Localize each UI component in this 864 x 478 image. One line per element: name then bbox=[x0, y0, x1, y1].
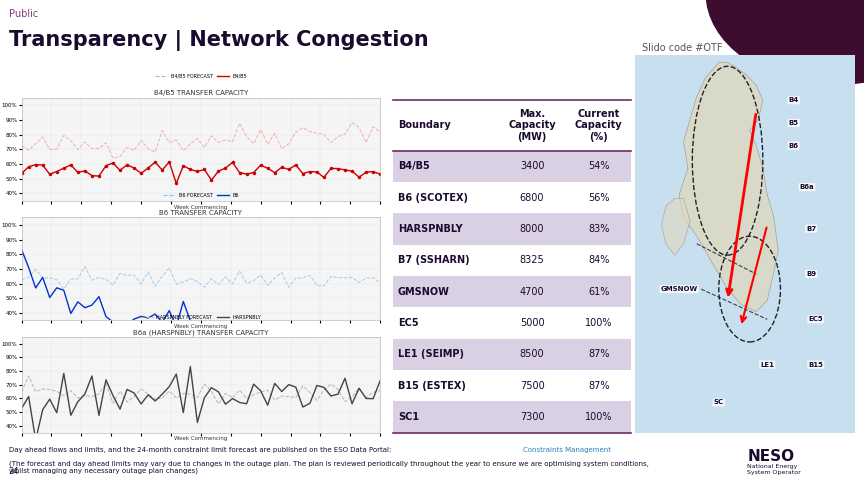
Text: Boundary: Boundary bbox=[397, 120, 451, 130]
Text: 3400: 3400 bbox=[520, 161, 544, 171]
Text: Slido code #OTF: Slido code #OTF bbox=[642, 43, 723, 53]
Bar bbox=[393, 338, 631, 370]
Legend: B6 FORECAST, B6: B6 FORECAST, B6 bbox=[161, 191, 241, 200]
Bar bbox=[393, 401, 631, 433]
Text: Constraints Management: Constraints Management bbox=[523, 447, 611, 453]
Bar bbox=[393, 151, 631, 182]
Text: Week Commencing: Week Commencing bbox=[175, 205, 227, 209]
Text: B7: B7 bbox=[806, 226, 816, 232]
Text: B6: B6 bbox=[789, 142, 798, 149]
Text: 7300: 7300 bbox=[520, 412, 544, 422]
Text: B4: B4 bbox=[789, 98, 799, 103]
Text: Max.
Capacity
(MW): Max. Capacity (MW) bbox=[508, 109, 556, 142]
Title: B6 TRANSFER CAPACITY: B6 TRANSFER CAPACITY bbox=[159, 210, 243, 216]
Text: 87%: 87% bbox=[588, 380, 609, 391]
Text: 8500: 8500 bbox=[520, 349, 544, 359]
Text: 7500: 7500 bbox=[520, 380, 544, 391]
Legend: HARSPNBLY FORECAST, HARSPNBLY: HARSPNBLY FORECAST, HARSPNBLY bbox=[138, 313, 264, 322]
Text: 100%: 100% bbox=[585, 412, 613, 422]
Text: Current
Capacity
(%): Current Capacity (%) bbox=[575, 109, 622, 142]
Bar bbox=[393, 213, 631, 245]
Title: B6a (HARSPNBLY) TRANSFER CAPACITY: B6a (HARSPNBLY) TRANSFER CAPACITY bbox=[133, 329, 269, 336]
Text: 5000: 5000 bbox=[520, 318, 544, 328]
Text: 61%: 61% bbox=[588, 286, 609, 296]
Text: B15 (ESTEX): B15 (ESTEX) bbox=[397, 380, 466, 391]
Bar bbox=[393, 276, 631, 307]
Text: Week Commencing: Week Commencing bbox=[175, 324, 227, 329]
Polygon shape bbox=[662, 198, 690, 255]
Text: 100%: 100% bbox=[585, 318, 613, 328]
Text: B6 (SCOTEX): B6 (SCOTEX) bbox=[397, 193, 468, 203]
Text: 84%: 84% bbox=[588, 255, 609, 265]
Polygon shape bbox=[679, 63, 778, 312]
Text: GMSNOW: GMSNOW bbox=[397, 286, 450, 296]
Text: 56%: 56% bbox=[588, 193, 609, 203]
Text: B9: B9 bbox=[806, 271, 816, 277]
Text: SC: SC bbox=[714, 400, 724, 405]
Text: 8000: 8000 bbox=[520, 224, 544, 234]
Text: EC5: EC5 bbox=[809, 316, 823, 322]
Text: HARSPNBLY: HARSPNBLY bbox=[397, 224, 462, 234]
Text: GMSNOW: GMSNOW bbox=[660, 286, 698, 292]
Text: B4/B5: B4/B5 bbox=[397, 161, 429, 171]
Text: National Energy
System Operator: National Energy System Operator bbox=[747, 464, 801, 475]
Text: 24: 24 bbox=[9, 467, 19, 476]
Text: SC1: SC1 bbox=[397, 412, 419, 422]
Text: B5: B5 bbox=[789, 120, 798, 126]
Title: B4/B5 TRANSFER CAPACITY: B4/B5 TRANSFER CAPACITY bbox=[154, 90, 248, 96]
Text: Week Commencing: Week Commencing bbox=[175, 436, 227, 441]
Text: NESO: NESO bbox=[747, 449, 795, 464]
Text: B7 (SSHARN): B7 (SSHARN) bbox=[397, 255, 469, 265]
Text: EC5: EC5 bbox=[397, 318, 418, 328]
Text: 4700: 4700 bbox=[520, 286, 544, 296]
Text: 87%: 87% bbox=[588, 349, 609, 359]
Text: LE1: LE1 bbox=[760, 362, 774, 368]
Circle shape bbox=[706, 0, 864, 84]
Text: LE1 (SEIMP): LE1 (SEIMP) bbox=[397, 349, 464, 359]
Text: B15: B15 bbox=[808, 362, 823, 368]
Text: Day ahead flows and limits, and the 24-month constraint limit forecast are publi: Day ahead flows and limits, and the 24-m… bbox=[9, 447, 393, 453]
Legend: B4/B5 FORECAST, B4/B5: B4/B5 FORECAST, B4/B5 bbox=[153, 72, 249, 80]
Text: 54%: 54% bbox=[588, 161, 609, 171]
Text: 83%: 83% bbox=[588, 224, 609, 234]
Text: Public: Public bbox=[9, 10, 38, 19]
Text: (The forecast and day ahead limits may vary due to changes in the outage plan. T: (The forecast and day ahead limits may v… bbox=[9, 460, 649, 474]
Text: 6800: 6800 bbox=[520, 193, 544, 203]
Text: Transparency | Network Congestion: Transparency | Network Congestion bbox=[9, 30, 429, 51]
Text: 8325: 8325 bbox=[520, 255, 544, 265]
Text: B6a: B6a bbox=[799, 184, 814, 190]
